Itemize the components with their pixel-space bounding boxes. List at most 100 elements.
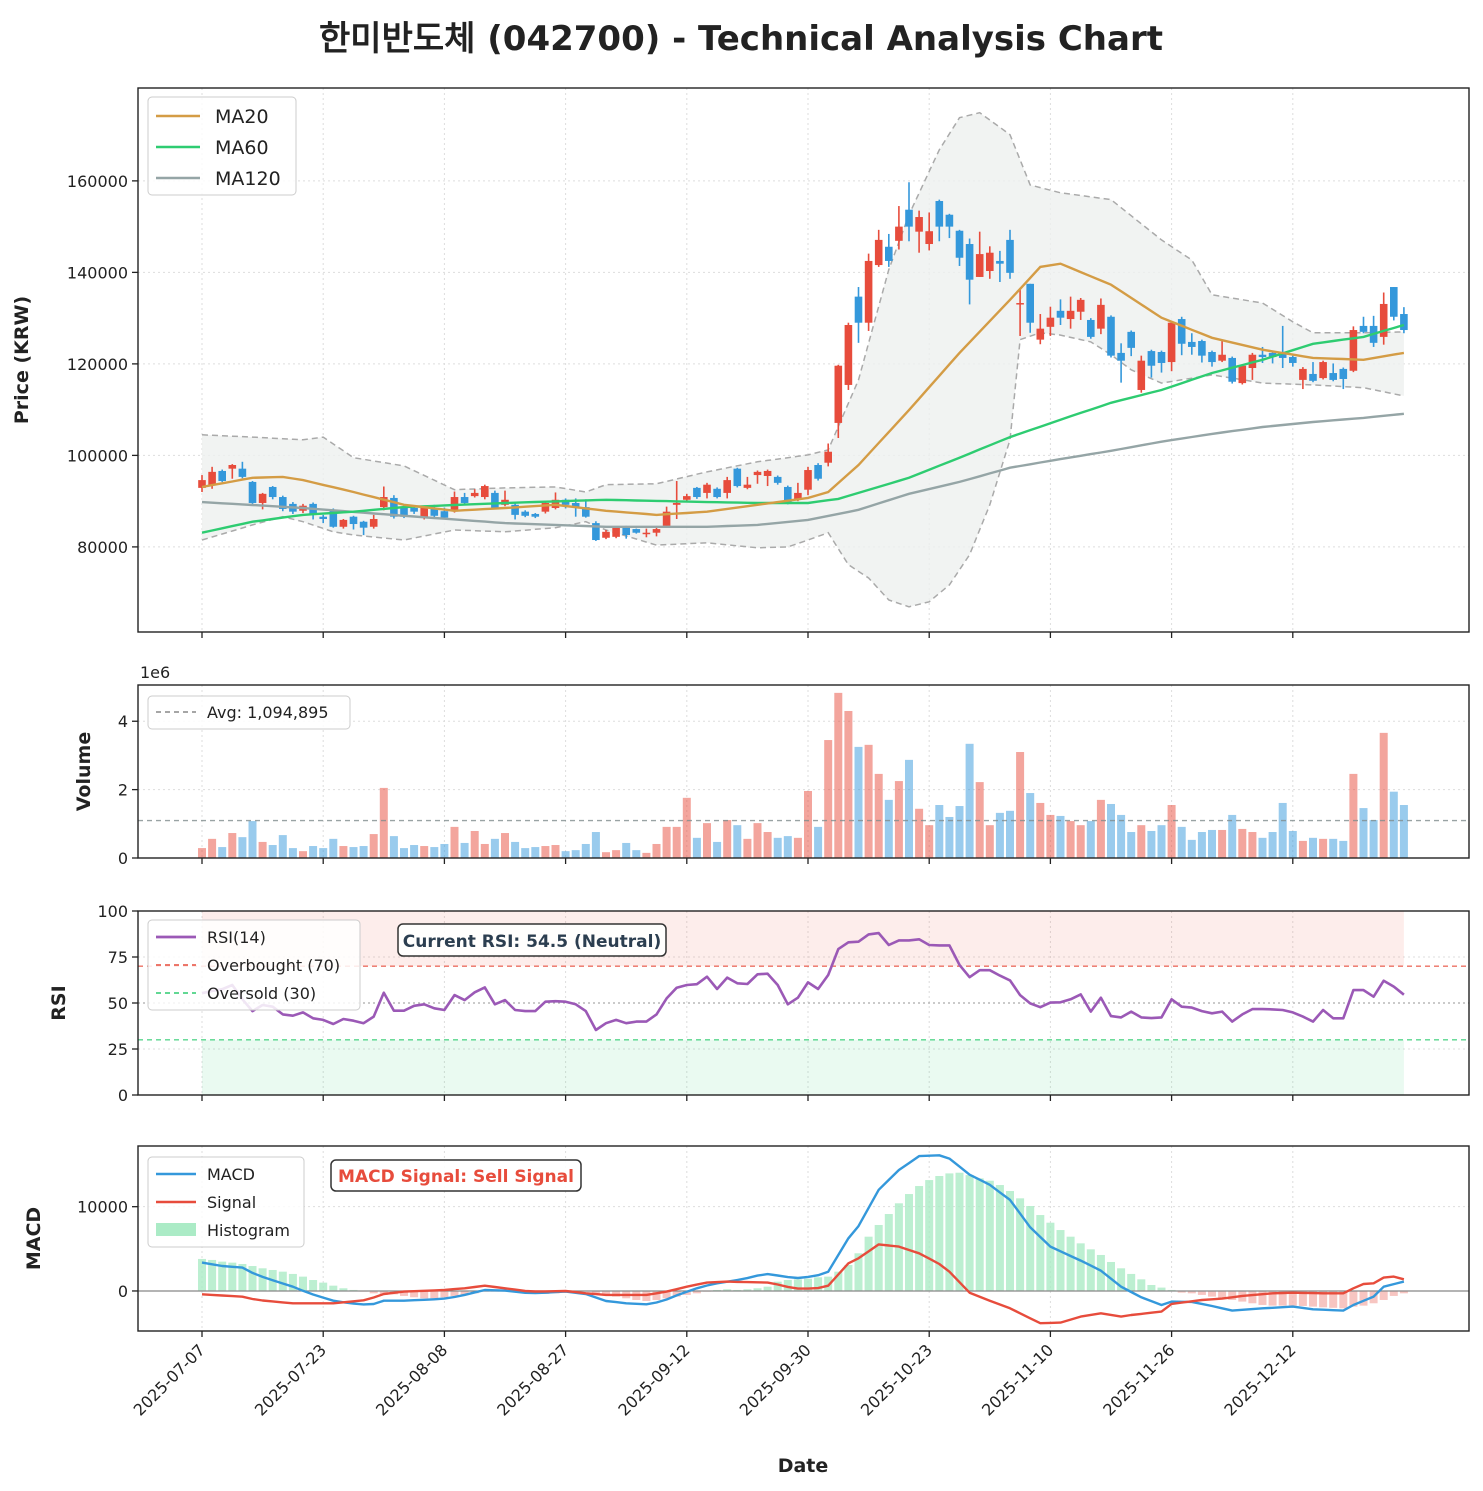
volume-bar (935, 805, 944, 858)
legend-label: Overbought (70) (207, 956, 340, 975)
volume-bar (682, 797, 691, 858)
candlestick (218, 469, 226, 482)
histogram-bar (440, 1290, 449, 1298)
candle-body (1359, 325, 1368, 332)
histogram-bar (955, 1172, 964, 1291)
volume-bar (258, 841, 267, 858)
candle-body (1147, 351, 1156, 366)
volume-legend: Avg: 1,094,895 (147, 695, 351, 730)
histogram-bar (1036, 1215, 1045, 1291)
histogram-bar (905, 1194, 913, 1291)
candlestick (693, 486, 701, 499)
histogram-bar (1339, 1290, 1348, 1309)
volume-bar (440, 843, 449, 858)
volume-bar (793, 837, 802, 858)
volume-bar (1167, 805, 1176, 858)
candle-body (1258, 354, 1267, 358)
histogram-bar (460, 1290, 469, 1295)
candlestick (723, 476, 731, 499)
candle-body (733, 468, 742, 487)
candle-body (763, 470, 772, 476)
candlestick (1208, 350, 1216, 367)
histogram-bar (874, 1224, 883, 1291)
histogram-bar (1137, 1279, 1146, 1291)
rsi-legend: RSI(14) Overbought (70) Oversold (30) (147, 919, 361, 1011)
candle-body (834, 365, 843, 423)
candlestick (885, 233, 893, 267)
x-tick-label: 2025-12-12 (1220, 1340, 1299, 1419)
volume-bar (995, 812, 1004, 858)
histogram-bar (288, 1273, 297, 1291)
histogram-bar (1248, 1290, 1257, 1304)
candle-body (1066, 310, 1075, 320)
candle-body (824, 451, 832, 463)
candle-body (1127, 331, 1135, 348)
bollinger-lower-line (201, 332, 1405, 608)
candlestick (1167, 321, 1176, 372)
histogram-bar (1086, 1249, 1095, 1291)
histogram-bar (652, 1290, 661, 1300)
panel-frame (137, 684, 1470, 859)
legend-box (147, 695, 351, 730)
candlestick (481, 484, 489, 500)
candle-body (521, 511, 529, 516)
candle-body (662, 511, 671, 526)
histogram-bar (1258, 1290, 1267, 1305)
volume-plot-content (138, 692, 1469, 858)
histogram-bar (238, 1263, 247, 1291)
volume-bar (1288, 830, 1297, 858)
candlestick (1016, 287, 1024, 336)
legend-label: Histogram (207, 1221, 290, 1240)
legend-label: MACD (207, 1165, 255, 1184)
candle-body (279, 497, 287, 509)
volume-bar (450, 826, 459, 858)
macd-signal-annotation: MACD Signal: Sell Signal (330, 1159, 582, 1192)
panel-frame (137, 910, 1470, 1096)
histogram-bar (1197, 1290, 1206, 1295)
overbought-zone (202, 911, 1404, 967)
bollinger-band-fill (202, 112, 1404, 607)
histogram-bar (218, 1261, 227, 1291)
volume-bar (1107, 803, 1115, 858)
volume-bar (1268, 832, 1277, 858)
candlestick (1127, 330, 1135, 357)
histogram-bar (208, 1259, 217, 1291)
candle-body (541, 502, 550, 512)
candle-body (258, 493, 267, 503)
histogram-bar (945, 1173, 954, 1291)
current-rsi-text: Current RSI: 54.5 (Neutral) (403, 932, 661, 952)
x-tick-label: 2025-07-07 (130, 1340, 209, 1419)
candlestick (521, 510, 529, 518)
volume-bar (1016, 752, 1025, 858)
candle-body (1319, 362, 1327, 379)
legend-label: MA120 (215, 168, 281, 190)
histogram-bar (1187, 1290, 1196, 1294)
volume-bar (1298, 840, 1307, 858)
volume-bar (743, 838, 752, 858)
candlestick (1006, 229, 1014, 279)
x-tick-label: 2025-09-12 (614, 1340, 693, 1419)
histogram-bar (1157, 1287, 1166, 1291)
candlestick (1390, 287, 1398, 321)
volume-bar (1187, 839, 1196, 858)
candlestick (1097, 298, 1105, 335)
volume-bar (238, 837, 247, 858)
volume-bar (602, 852, 610, 858)
candlestick (642, 528, 651, 538)
macd-legend: MACD Signal Histogram (147, 1156, 305, 1248)
legend-box (147, 919, 361, 1011)
volume-bar (470, 830, 479, 858)
volume-bar (511, 841, 520, 858)
annotation-box (397, 923, 667, 957)
candlestick (773, 475, 782, 485)
volume-bar (1137, 825, 1146, 858)
histogram-bar (1147, 1284, 1156, 1291)
candlestick (915, 210, 923, 253)
histogram-bar (369, 1290, 378, 1294)
volume-bar (1076, 825, 1085, 858)
histogram-bar (723, 1289, 732, 1291)
rsi-line (201, 931, 1405, 1032)
candle-body (945, 214, 954, 227)
candlestick (268, 486, 277, 500)
candle-body (582, 507, 590, 517)
